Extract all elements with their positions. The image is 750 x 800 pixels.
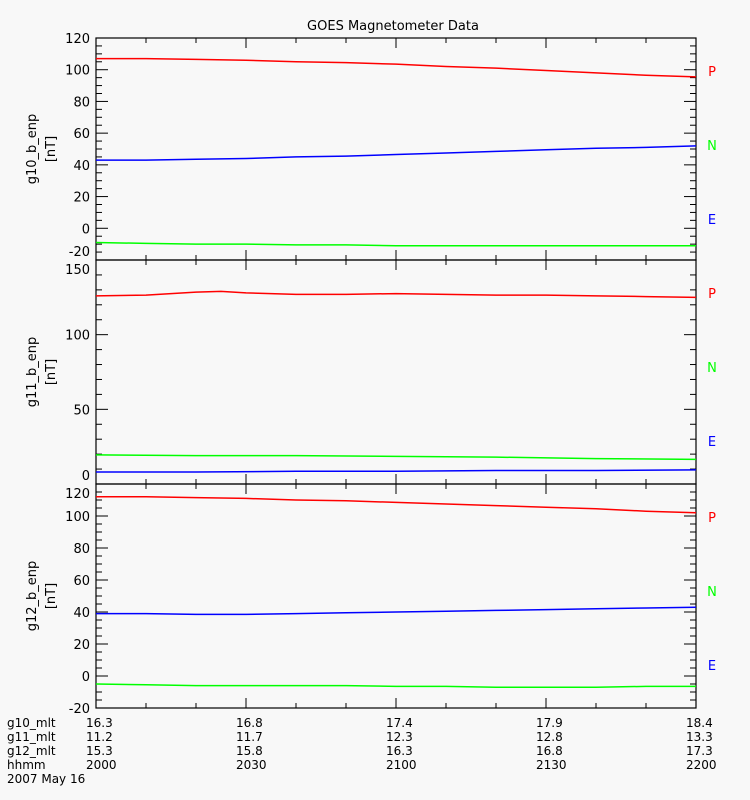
y-axis-label: g12_b_enp (25, 561, 40, 632)
footer-row-label: hhmm (7, 758, 46, 772)
y-tick-label: -20 (69, 702, 90, 717)
y-tick-label: 80 (73, 95, 90, 110)
panel-frame (95, 483, 697, 709)
series-line-P (96, 496, 697, 514)
chart-title: GOES Magnetometer Data (307, 19, 479, 34)
y-tick-label: 60 (73, 574, 90, 589)
legend-E: E (708, 435, 716, 450)
y-tick-label: 100 (65, 64, 90, 79)
legend-P: P (708, 287, 716, 302)
y-tick-label: 40 (73, 606, 90, 621)
footer-value: 2200 (686, 758, 717, 772)
footer-value: 16.8 (536, 744, 563, 758)
y-tick-label: 100 (65, 329, 90, 344)
footer-value: 15.8 (236, 744, 263, 758)
legend-N: N (707, 361, 717, 376)
series-line-E (95, 454, 697, 461)
series-line-E (95, 683, 696, 688)
y-tick-label: 20 (73, 638, 90, 653)
legend-P: P (708, 511, 716, 526)
footer-row-label: g10_mlt (7, 716, 56, 730)
y-tick-label: 120 (65, 487, 90, 502)
footer-value: 17.9 (536, 716, 563, 730)
footer-value: 2100 (386, 758, 417, 772)
y-axis-unit: [nT] (44, 136, 59, 162)
footer-value: 2000 (86, 758, 117, 772)
footer-value: 18.4 (686, 716, 713, 730)
y-tick-label: 20 (73, 191, 90, 206)
y-tick-label: 40 (73, 159, 90, 174)
y-tick-label: 0 (82, 469, 90, 484)
date-label: 2007 May 16 (7, 772, 86, 786)
y-axis-label: g10_b_enp (25, 114, 40, 185)
footer-value: 12.3 (386, 730, 413, 744)
legend-N: N (707, 585, 717, 600)
footer-value: 17.4 (386, 716, 413, 730)
footer-value: 16.8 (236, 716, 263, 730)
y-axis-unit: [nT] (44, 583, 59, 609)
legend-E: E (708, 213, 716, 228)
y-tick-label: 120 (65, 32, 90, 47)
legend-P: P (708, 65, 716, 80)
footer-value: 11.7 (236, 730, 263, 744)
footer-value: 16.3 (386, 744, 413, 758)
y-axis-label: g11_b_enp (25, 337, 40, 408)
y-tick-label: -20 (69, 245, 90, 260)
series-line-N (96, 145, 697, 161)
y-tick-label: 0 (82, 222, 90, 237)
series-line-N (96, 606, 697, 616)
legend-E: E (708, 659, 716, 674)
footer-row-label: g12_mlt (7, 744, 56, 758)
y-tick-label: 100 (65, 510, 90, 525)
footer-row-label: g11_mlt (7, 730, 56, 744)
series-line-E (95, 241, 696, 247)
footer-value: 15.3 (86, 744, 113, 758)
series-line-N (96, 469, 697, 473)
footer-value: 17.3 (686, 744, 713, 758)
y-axis-unit: [nT] (44, 359, 59, 385)
y-tick-label: 50 (73, 403, 90, 418)
footer-value: 11.2 (86, 730, 113, 744)
y-tick-label: 150 (65, 263, 90, 278)
footer-value: 12.8 (536, 730, 563, 744)
footer-value: 13.3 (686, 730, 713, 744)
footer-value: 16.3 (86, 716, 113, 730)
series-line-P (95, 290, 697, 299)
footer-value: 2130 (536, 758, 567, 772)
series-line-P (96, 57, 697, 78)
panel-frame (95, 37, 697, 261)
y-tick-label: 80 (73, 542, 90, 557)
legend-N: N (707, 139, 717, 154)
y-tick-label: 0 (82, 670, 90, 685)
footer-value: 2030 (236, 758, 267, 772)
y-tick-label: 60 (73, 127, 90, 142)
